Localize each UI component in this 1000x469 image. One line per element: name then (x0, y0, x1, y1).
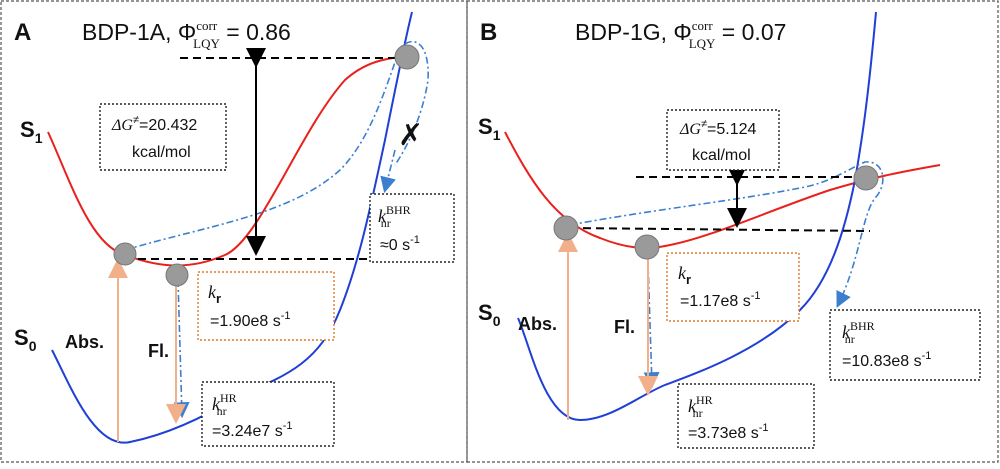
panel-a-kbhr-value: ≈0 s-1 (380, 234, 420, 254)
panel-b-s0-label: S0 (478, 300, 501, 329)
panel-b-kbhr-symbol: kBHR nr (842, 319, 875, 346)
panel-a-bhr-arrow (380, 149, 396, 194)
panel-a-khr-box (201, 381, 335, 447)
panel-a-letter: A (14, 19, 31, 46)
panel-a-kr-value: =1.90e8 s-1 (210, 310, 291, 330)
panel-b-min-level (569, 227, 871, 232)
panel-b-dg-line1: ΔG≠=5.124 (679, 118, 756, 138)
panel-a-hr-arrow (173, 279, 190, 419)
panel-b-kr-value: =1.17e8 s-1 (680, 290, 761, 310)
panel-a-kbhr-box (369, 193, 455, 263)
panel-b-fl-label: Fl. (614, 317, 635, 337)
panel-a-khr-symbol: kHR nr (212, 391, 237, 418)
panel-b-kr-box (666, 252, 800, 322)
panel-a-fl-label: Fl. (148, 341, 169, 361)
panel-a-title: BDP-1A, Φcorr LQY = 0.86 (82, 18, 291, 51)
panel-b-fc-node (553, 215, 579, 241)
panel-a-min-node (165, 263, 189, 287)
panel-b-kbhr-value: =10.83e8 s-1 (842, 350, 931, 370)
panel-a-blocked-mark: ✗ (398, 119, 423, 152)
panel-b-dg-box (666, 109, 780, 171)
panel-b-khr-box (677, 383, 815, 449)
panel-a-abs-label: Abs. (65, 332, 104, 352)
panel-a-kr-box (197, 271, 335, 341)
panel-b-khr-symbol: kHR nr (688, 393, 713, 420)
panel-b-kbhr-box (829, 309, 981, 381)
panel-a-s1-curve (47, 55, 411, 267)
panel-b-letter: B (480, 19, 497, 46)
panel-a-frame (0, 0, 468, 463)
panel-a-s0-curve (51, 11, 413, 444)
panel-b: B BDP-1G, Φcorr LQY = 0.07 S1 S0 Abs. Fl.… (478, 11, 981, 449)
panel-a-kr-symbol: kr (208, 282, 221, 306)
panel-a: A BDP-1A, Φcorr LQY = 0.86 S1 S0 Abs. Fl.… (14, 11, 455, 447)
panel-a-khr-value: =3.24e7 s-1 (212, 420, 293, 440)
panel-a-kbhr-symbol: kBHR nr (378, 203, 411, 230)
panel-b-min-node (634, 234, 660, 260)
panel-b-bhr-pathway (569, 161, 884, 308)
panel-a-dg-line1: ΔG≠=20.432 (111, 114, 197, 134)
panel-a-s0-label: S0 (14, 325, 37, 354)
panel-b-dg-line2: kcal/mol (692, 147, 751, 164)
panel-b-title: BDP-1G, Φcorr LQY = 0.07 (575, 18, 786, 51)
panel-b-abs-label: Abs. (518, 314, 557, 334)
panel-b-kr-symbol: kr (678, 263, 691, 287)
panel-b-ts-node (853, 165, 879, 191)
panel-a-dg-box (99, 103, 227, 171)
panel-b-khr-value: =3.73e8 s-1 (688, 422, 769, 442)
panel-a-dg-line2: kcal/mol (132, 144, 191, 161)
panel-a-ts-node (394, 44, 420, 70)
panel-b-s0-curve (517, 11, 877, 422)
panel-a-fc-node (113, 242, 137, 266)
panel-a-s1-label: S1 (20, 117, 43, 146)
panel-b-s1-label: S1 (478, 114, 501, 143)
panel-b-frame (466, 0, 999, 463)
